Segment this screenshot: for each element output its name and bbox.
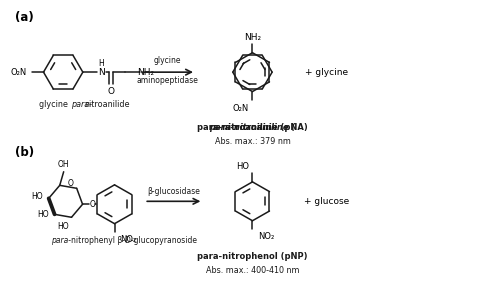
Text: para-: para-	[70, 100, 92, 109]
Text: glycine: glycine	[154, 56, 182, 65]
Text: (a): (a)	[15, 11, 34, 24]
Text: para-nitroaniline (pNA): para-nitroaniline (pNA)	[197, 123, 308, 132]
Text: H: H	[98, 59, 104, 68]
Text: O: O	[108, 87, 115, 96]
Text: Abs. max.: 379 nm: Abs. max.: 379 nm	[214, 137, 290, 146]
Text: para-nitrophenol (pNP): para-nitrophenol (pNP)	[197, 252, 308, 261]
Text: glycine: glycine	[39, 100, 70, 109]
Text: HO: HO	[31, 192, 43, 201]
Text: N: N	[98, 68, 105, 77]
Text: + glycine: + glycine	[304, 68, 348, 77]
Text: HO: HO	[58, 222, 69, 231]
Text: nitrophenyl β-D-glucopyranoside: nitrophenyl β-D-glucopyranoside	[70, 236, 196, 245]
Text: HO: HO	[37, 210, 48, 219]
Text: NH₂: NH₂	[137, 68, 154, 77]
Text: aminopeptidase: aminopeptidase	[136, 76, 198, 85]
Text: NO₂: NO₂	[120, 235, 136, 244]
Text: O₂N: O₂N	[232, 104, 248, 113]
Text: O₂N: O₂N	[10, 68, 27, 77]
Text: Abs. max.: 400-410 nm: Abs. max.: 400-410 nm	[206, 266, 299, 275]
Text: NO₂: NO₂	[258, 232, 274, 241]
Text: NH₂: NH₂	[244, 33, 261, 42]
Text: nitroanilide: nitroanilide	[84, 100, 130, 109]
Text: O: O	[90, 200, 96, 209]
Text: OH: OH	[58, 160, 70, 169]
Text: HO: HO	[236, 162, 250, 171]
Text: β-glucosidase: β-glucosidase	[148, 188, 200, 197]
Text: para-nitroaniline (: para-nitroaniline (	[210, 123, 296, 132]
Text: para-: para-	[50, 236, 70, 245]
Text: (b): (b)	[15, 146, 34, 159]
Text: + glucose: + glucose	[304, 197, 349, 206]
Text: O: O	[67, 179, 73, 188]
